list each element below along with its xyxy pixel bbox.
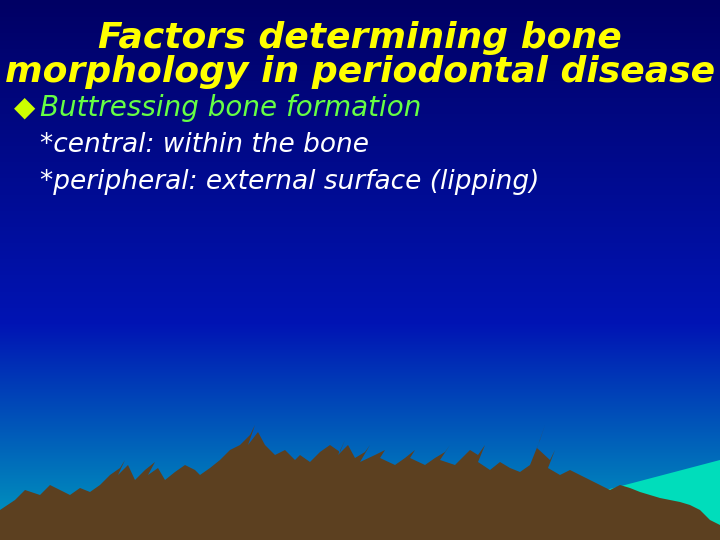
Text: ◆: ◆ xyxy=(14,94,35,122)
Text: Factors determining bone: Factors determining bone xyxy=(98,21,622,55)
Text: Buttressing bone formation: Buttressing bone formation xyxy=(40,94,421,122)
Text: morphology in periodontal disease: morphology in periodontal disease xyxy=(5,55,715,89)
Text: *peripheral: external surface (lipping): *peripheral: external surface (lipping) xyxy=(40,169,539,195)
Polygon shape xyxy=(0,425,720,540)
Text: *central: within the bone: *central: within the bone xyxy=(40,132,369,158)
Polygon shape xyxy=(530,460,720,540)
